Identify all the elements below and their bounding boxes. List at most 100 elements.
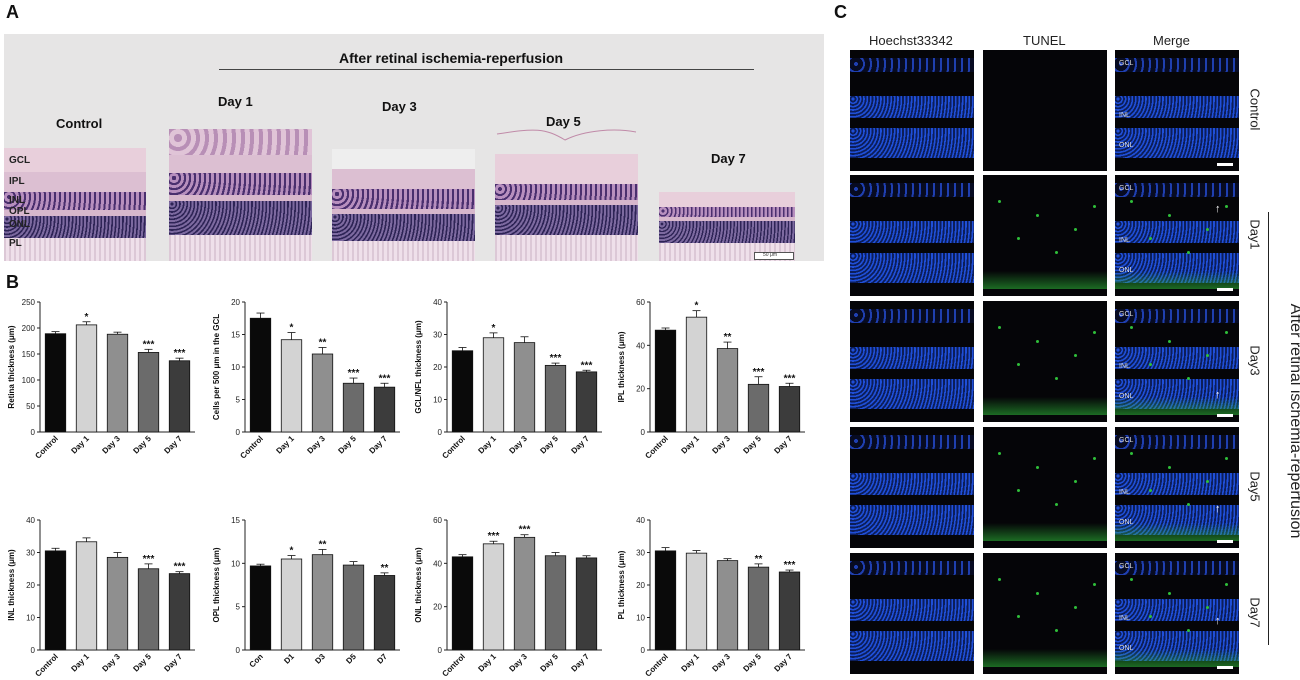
x-tick-label: Day 1 <box>69 434 91 456</box>
y-tick-label: 0 <box>31 646 36 655</box>
y-tick-label: 10 <box>433 396 442 405</box>
x-tick-label: Day 7 <box>569 434 591 456</box>
bar <box>482 337 505 433</box>
bar <box>373 575 396 651</box>
panel-label-c: C <box>834 2 847 22</box>
bar-chart-7: 0 20 40 60 ONL thickness (μm) Control *** Day 1… <box>414 516 602 679</box>
tunel-positive-cell <box>1074 228 1077 231</box>
fluorescence-panel-hoechst33342-control <box>850 50 974 171</box>
arrow-icon: ↑ <box>1215 615 1221 627</box>
layer-mark-gcl: GCL <box>1119 437 1134 444</box>
significance-mark: * <box>492 323 496 334</box>
x-tick-label: Control <box>440 652 466 678</box>
x-tick-label: Day 1 <box>679 652 701 674</box>
layer-label-ipl: IPL <box>9 176 25 187</box>
x-tick-label: Day 3 <box>507 652 529 674</box>
y-axis-label: Retina thickness (μm) <box>7 325 16 408</box>
layer-label-onl: ONL <box>9 219 31 230</box>
x-tick-label: Day 1 <box>476 652 498 674</box>
day5-surface-line <box>496 129 637 141</box>
y-tick-label: 40 <box>636 516 645 525</box>
bar <box>685 316 708 433</box>
significance-mark: *** <box>488 531 500 542</box>
section-label-control: Control <box>56 116 103 131</box>
bar-chart-5: 0 10 20 30 40 INL thickness (μm) Control Day 1 D… <box>7 516 195 679</box>
y-tick-label: 30 <box>26 549 35 558</box>
tunel-signal <box>1115 649 1239 667</box>
bar <box>311 554 334 651</box>
tunel-positive-cell <box>1093 205 1096 208</box>
x-tick-label: Day 3 <box>100 434 122 456</box>
y-tick-label: 100 <box>22 376 36 385</box>
y-tick-label: 30 <box>433 331 442 340</box>
y-axis-label: ONL thickness (μm) <box>414 547 423 623</box>
bar-chart-4: 0 20 40 60 IPL thickness (μm) Control * Day 1 **… <box>617 298 805 461</box>
bar-chart-1: 0 50 100 150 200 250 Retina thickness (μm) Cont… <box>7 298 195 461</box>
y-axis-label: IPL thickness (μm) <box>617 331 626 402</box>
tunel-positive-cell <box>998 452 1001 455</box>
x-tick-label: Day 1 <box>274 434 296 456</box>
section-label-day7: Day 7 <box>711 151 746 166</box>
scale-bar <box>1217 540 1233 543</box>
significance-mark: * <box>85 312 89 323</box>
y-tick-label: 5 <box>236 396 241 405</box>
tunel-positive-cell <box>1055 503 1058 506</box>
significance-mark: *** <box>753 367 765 378</box>
tunel-positive-cell <box>1206 480 1209 483</box>
y-tick-label: 60 <box>433 516 442 525</box>
x-tick-label: Control <box>643 434 669 460</box>
tunel-positive-cell <box>1225 205 1228 208</box>
y-tick-label: 5 <box>236 603 241 612</box>
tunel-signal <box>1115 397 1239 415</box>
tunel-positive-cell <box>1225 583 1228 586</box>
bar <box>544 555 567 651</box>
row-label-day3: Day3 <box>1247 345 1263 376</box>
bar <box>311 353 334 433</box>
tunel-positive-cell <box>1074 606 1077 609</box>
x-tick-label: Control <box>238 434 264 460</box>
bar <box>747 383 770 433</box>
y-tick-label: 10 <box>231 363 240 372</box>
y-tick-label: 40 <box>433 559 442 568</box>
tunel-positive-cell <box>1036 214 1039 217</box>
fluorescence-panel-merge-day1: GCL INL ONL ↑ <box>1115 175 1239 296</box>
x-tick-label: Day 5 <box>538 434 560 456</box>
he-section-day1 <box>169 129 312 261</box>
x-tick-label: Day 3 <box>710 652 732 674</box>
bar <box>778 571 801 651</box>
group-divider <box>219 69 754 70</box>
arrow-icon: ↑ <box>1215 203 1221 215</box>
bar <box>75 541 98 651</box>
bar <box>373 386 396 433</box>
tunel-positive-cell <box>1036 466 1039 469</box>
bar <box>44 550 67 651</box>
bar <box>513 342 536 433</box>
significance-mark: *** <box>581 360 593 371</box>
x-tick-label: D1 <box>282 652 296 666</box>
tunel-positive-cell <box>1017 489 1020 492</box>
y-tick-label: 40 <box>636 341 645 350</box>
y-tick-label: 0 <box>236 428 241 437</box>
tunel-positive-cell <box>1017 615 1020 618</box>
layer-mark-onl: ONL <box>1119 519 1134 526</box>
y-tick-label: 40 <box>433 298 442 307</box>
y-axis-label: GCL/NFL thickness (μm) <box>414 320 423 414</box>
bar <box>513 536 536 651</box>
x-tick-label: Day 1 <box>679 434 701 456</box>
x-tick-label: Day 3 <box>100 652 122 674</box>
bar-chart-6: 0 5 10 15 OPL thickness (μm) Con * D1 ** D3 D5 ** D7 <box>212 516 400 669</box>
x-tick-label: Day 3 <box>305 434 327 456</box>
row-label-day1: Day1 <box>1247 219 1263 250</box>
bar <box>716 348 739 433</box>
fluorescence-panel-merge-control: GCL INL ONL <box>1115 50 1239 171</box>
significance-mark: ** <box>755 554 763 565</box>
section-label-day5: Day 5 <box>546 114 581 129</box>
tunel-positive-cell <box>1055 251 1058 254</box>
tunel-positive-cell <box>1206 228 1209 231</box>
panel-label-a: A <box>6 2 19 22</box>
fluorescence-panel-tunel-day3 <box>983 301 1107 422</box>
tunel-positive-cell <box>1074 480 1077 483</box>
tunel-positive-cell <box>1206 354 1209 357</box>
bar-chart-3: 0 10 20 30 40 GCL/NFL thickness (μm) Control * D… <box>414 298 602 461</box>
section-label-day1: Day 1 <box>218 94 253 109</box>
